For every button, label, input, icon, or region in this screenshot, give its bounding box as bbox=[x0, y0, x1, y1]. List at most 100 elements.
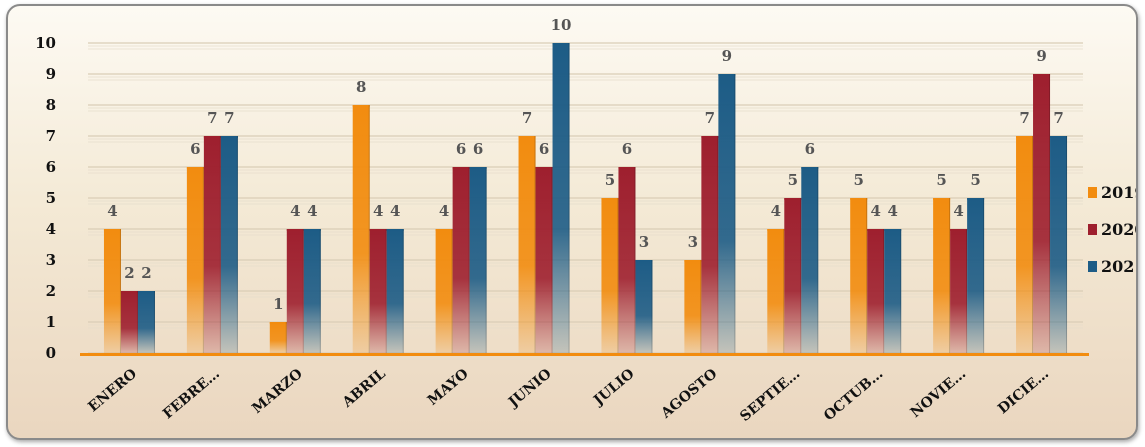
legend-label-2021: 2021 bbox=[1101, 257, 1138, 276]
bar-2020-6 bbox=[618, 167, 636, 353]
data-label-2020-11: 9 bbox=[1036, 47, 1046, 65]
data-label-2020-6: 6 bbox=[622, 140, 632, 158]
data-label-2021-7: 9 bbox=[722, 47, 732, 65]
data-label-2019-3: 8 bbox=[356, 78, 366, 96]
bar-top-edge bbox=[933, 198, 951, 200]
bar-2019-7 bbox=[684, 260, 702, 353]
bar-top-edge bbox=[967, 198, 985, 200]
data-label-2019-1: 6 bbox=[190, 140, 200, 158]
bar-top-edge bbox=[552, 43, 570, 45]
bar-2021-3 bbox=[386, 229, 404, 353]
data-label-2019-8: 4 bbox=[771, 202, 781, 220]
bar-top-edge bbox=[535, 167, 553, 169]
legend-swatch-2020 bbox=[1088, 224, 1097, 235]
bar-top-edge bbox=[435, 229, 453, 231]
bar-top-edge bbox=[718, 74, 736, 76]
bar-top-edge bbox=[469, 167, 487, 169]
chart-frame: 0 1 2 3 4 5 6 7 8 9 10 4 2 2 ENERO 6 7 7 FEBRE… 1 4 4 MARZO 8 4 4… bbox=[6, 4, 1138, 440]
category-label: MARZO bbox=[249, 366, 306, 417]
legend: 2019 2020 2021 bbox=[1088, 183, 1138, 276]
data-label-2020-3: 4 bbox=[373, 202, 383, 220]
bar-2019-5 bbox=[518, 136, 536, 353]
bar-top-edge bbox=[701, 136, 719, 138]
bar-2020-1 bbox=[203, 136, 221, 353]
legend-label-2020: 2020 bbox=[1101, 220, 1138, 239]
category-label: OCTUB… bbox=[821, 366, 886, 424]
data-label-2020-5: 6 bbox=[539, 140, 549, 158]
bar-2019-2 bbox=[269, 322, 287, 353]
bar-top-edge bbox=[286, 229, 304, 231]
bar-2020-9 bbox=[867, 229, 885, 353]
bar-top-edge bbox=[1050, 136, 1068, 138]
data-label-2020-7: 7 bbox=[705, 109, 715, 127]
data-label-2021-6: 3 bbox=[639, 233, 649, 251]
y-tick-label: 9 bbox=[46, 65, 56, 83]
bar-top-edge bbox=[1016, 136, 1034, 138]
data-label-2019-9: 5 bbox=[853, 171, 863, 189]
bar-top-edge bbox=[635, 260, 653, 262]
bar-2021-0 bbox=[137, 291, 155, 353]
data-label-2020-8: 5 bbox=[788, 171, 798, 189]
bar-top-edge bbox=[884, 229, 902, 231]
bar-2021-10 bbox=[967, 198, 985, 353]
bar-top-edge bbox=[950, 229, 968, 231]
bar-top-edge bbox=[452, 167, 470, 169]
bars bbox=[103, 43, 1068, 353]
bar-2019-6 bbox=[601, 198, 619, 353]
bar-top-edge bbox=[137, 291, 155, 293]
bar-top-edge bbox=[518, 136, 536, 138]
bar-top-edge bbox=[120, 291, 138, 293]
bar-top-edge bbox=[850, 198, 868, 200]
bar-top-edge bbox=[784, 198, 802, 200]
bar-2020-11 bbox=[1033, 74, 1051, 353]
bar-top-edge bbox=[186, 167, 204, 169]
bar-top-edge bbox=[601, 198, 619, 200]
bar-2020-2 bbox=[286, 229, 304, 353]
bar-2019-4 bbox=[435, 229, 453, 353]
bar-top-edge bbox=[369, 229, 387, 231]
y-tick-label: 5 bbox=[46, 189, 56, 207]
x-axis-floor bbox=[80, 353, 1089, 356]
bar-top-edge bbox=[618, 167, 636, 169]
bar-2019-9 bbox=[850, 198, 868, 353]
bar-2020-4 bbox=[452, 167, 470, 353]
y-axis-ticks: 0 1 2 3 4 5 6 7 8 9 10 bbox=[35, 34, 56, 362]
data-label-2019-10: 5 bbox=[936, 171, 946, 189]
data-label-2021-9: 4 bbox=[887, 202, 897, 220]
category-label: AGOSTO bbox=[657, 366, 720, 422]
category-label: SEPTIE… bbox=[737, 366, 803, 425]
bar-top-edge bbox=[303, 229, 321, 231]
data-label-2019-6: 5 bbox=[605, 171, 615, 189]
bar-2019-10 bbox=[933, 198, 951, 353]
data-label-2021-8: 6 bbox=[805, 140, 815, 158]
bar-top-edge bbox=[1033, 74, 1051, 76]
bar-top-edge bbox=[352, 105, 370, 107]
bar-2019-3 bbox=[352, 105, 370, 353]
data-label-2020-4: 6 bbox=[456, 140, 466, 158]
bar-2019-1 bbox=[186, 167, 204, 353]
y-tick-label: 8 bbox=[46, 96, 56, 114]
bar-top-edge bbox=[867, 229, 885, 231]
data-label-2021-5: 10 bbox=[551, 16, 572, 34]
bar-top-edge bbox=[801, 167, 819, 169]
bar-2020-3 bbox=[369, 229, 387, 353]
bar-2020-5 bbox=[535, 167, 553, 353]
data-label-2020-1: 7 bbox=[207, 109, 217, 127]
bar-top-edge bbox=[684, 260, 702, 262]
data-label-2021-0: 2 bbox=[141, 264, 151, 282]
category-label: ENERO bbox=[85, 366, 140, 416]
data-label-2020-0: 2 bbox=[124, 264, 134, 282]
data-label-2021-4: 6 bbox=[473, 140, 483, 158]
data-label-2021-1: 7 bbox=[224, 109, 234, 127]
legend-label-2019: 2019 bbox=[1101, 183, 1138, 202]
data-label-2019-7: 3 bbox=[688, 233, 698, 251]
bar-2020-8 bbox=[784, 198, 802, 353]
data-label-2020-9: 4 bbox=[870, 202, 880, 220]
data-label-2019-11: 7 bbox=[1019, 109, 1029, 127]
data-label-2020-10: 4 bbox=[953, 202, 963, 220]
bar-2021-8 bbox=[801, 167, 819, 353]
y-tick-label: 7 bbox=[46, 127, 56, 145]
bar-top-edge bbox=[767, 229, 785, 231]
data-label-2021-2: 4 bbox=[307, 202, 317, 220]
data-label-2021-10: 5 bbox=[970, 171, 980, 189]
